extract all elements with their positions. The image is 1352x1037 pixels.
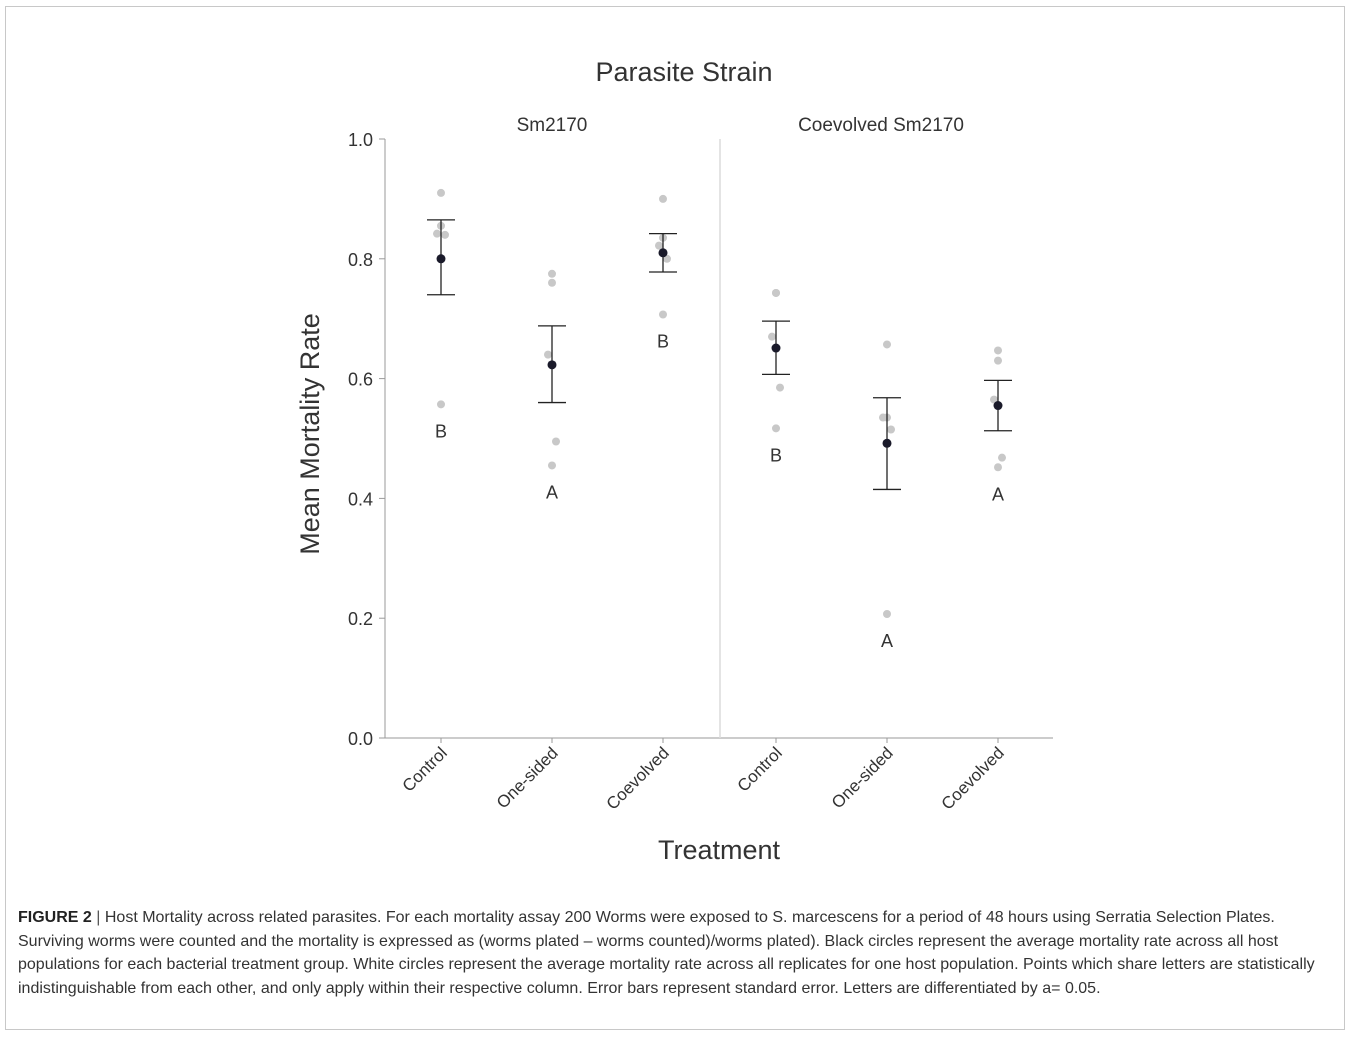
significance-letter: A (992, 484, 1004, 504)
y-axis-label: Mean Mortality Rate (295, 313, 325, 555)
significance-letter: A (546, 482, 558, 502)
y-tick-label: 0.6 (348, 370, 373, 390)
mean-point (547, 360, 557, 370)
y-tick-label: 0.2 (348, 609, 373, 629)
caption-label: FIGURE 2 (18, 909, 92, 926)
x-tick-label: One-sided (493, 743, 562, 812)
mean-point (436, 254, 446, 264)
replicate-point (883, 340, 891, 349)
mean-point (993, 401, 1003, 411)
replicate-point (994, 346, 1002, 355)
mean-point (658, 248, 668, 258)
replicate-point (437, 400, 445, 409)
replicate-point (772, 288, 780, 297)
mean-point (882, 438, 892, 448)
replicate-point (659, 194, 667, 203)
x-tick-label: Coevolved (603, 743, 673, 813)
significance-letter: B (657, 332, 669, 352)
significance-letter: B (435, 421, 447, 441)
chart-title: Parasite Strain (595, 57, 772, 87)
y-tick-label: 1.0 (348, 130, 373, 150)
significance-letter: B (770, 445, 782, 465)
replicate-point (879, 413, 887, 422)
replicate-point (768, 332, 776, 341)
replicate-point (776, 383, 784, 392)
replicate-point (883, 610, 891, 619)
caption-text: Host Mortality across related parasites.… (18, 909, 1315, 997)
mean-point (771, 343, 781, 353)
mortality-chart: Parasite Strain Mean Mortality Rate Treatm… (295, 57, 1053, 865)
figure-frame (5, 6, 1345, 1030)
replicate-point (437, 188, 445, 197)
replicate-point (548, 269, 556, 278)
y-tick-label: 0.8 (348, 250, 373, 270)
caption-separator: | (96, 909, 101, 926)
replicate-point (887, 425, 895, 434)
replicate-point (552, 437, 560, 446)
replicate-point (544, 350, 552, 359)
replicate-point (441, 230, 449, 239)
replicate-point (548, 278, 556, 287)
replicate-point (998, 453, 1006, 462)
x-tick-label: Control (399, 743, 451, 795)
x-tick-label: Control (734, 743, 786, 795)
x-tick-label: Coevolved (938, 743, 1008, 813)
replicate-point (433, 229, 441, 238)
replicate-point (772, 424, 780, 433)
replicate-point (548, 461, 556, 470)
replicate-point (994, 463, 1002, 472)
significance-letter: A (881, 631, 893, 651)
replicate-point (659, 310, 667, 319)
replicate-point (655, 241, 663, 250)
figure-caption: FIGURE 2 | Host Mortality across related… (18, 906, 1330, 1000)
panel-label: Sm2170 (517, 115, 588, 136)
y-tick-label: 0.0 (348, 729, 373, 749)
panel-label: Coevolved Sm2170 (798, 115, 964, 136)
y-tick-label: 0.4 (348, 489, 373, 509)
x-axis-label: Treatment (658, 835, 781, 865)
replicate-point (994, 356, 1002, 365)
x-tick-label: One-sided (828, 743, 897, 812)
